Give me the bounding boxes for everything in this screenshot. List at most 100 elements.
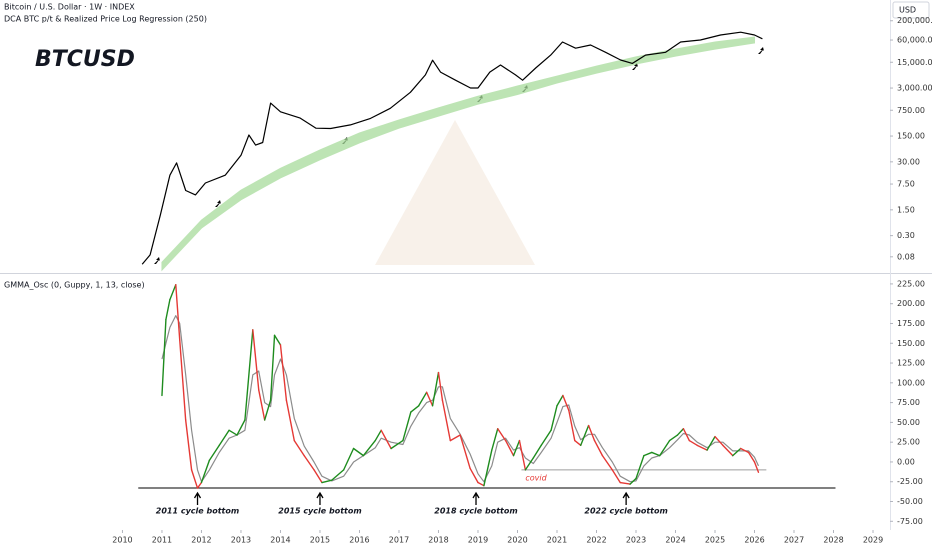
oscillator-segment <box>161 318 167 397</box>
annotation-arrow <box>472 491 480 505</box>
annotation-arrow <box>193 491 202 505</box>
oscillator-segment <box>619 481 631 485</box>
x-tick-label: 2027 <box>784 536 804 545</box>
oscillator-segment <box>643 451 653 457</box>
y-tick-label: 175.00 <box>897 319 925 328</box>
arrow-icon <box>758 47 764 54</box>
annotation: 2015 cycle bottom <box>278 507 361 516</box>
oscillator-segment <box>512 439 521 457</box>
y-tick-label: 60,000.00 <box>897 36 932 45</box>
oscillator-segment <box>497 428 507 442</box>
y-tick-label: 750.00 <box>897 106 925 115</box>
y-tick-label: -50.00 <box>897 497 923 506</box>
y-tick-label: 200.00 <box>897 299 925 308</box>
oscillator-segment <box>184 419 193 471</box>
y-tick-label: -25.00 <box>897 477 923 486</box>
oscillator-segment <box>532 444 542 459</box>
x-tick-label: 2028 <box>823 536 843 545</box>
oscillator-segment <box>477 481 485 487</box>
oscillator-segment <box>285 399 295 442</box>
x-tick-label: 2023 <box>626 536 646 545</box>
oscillator-segment <box>556 394 564 407</box>
oscillator-segment <box>574 439 582 447</box>
oscillator-segment <box>579 424 590 447</box>
oscillator-segment <box>714 435 724 447</box>
oscillator-segment <box>410 405 420 413</box>
oscillator-segment <box>593 439 604 457</box>
oscillator-segment <box>321 479 333 484</box>
oscillator-segment <box>658 439 671 457</box>
y-tick-label: 100.00 <box>897 378 925 387</box>
oscillator-segment <box>179 339 187 421</box>
oscillator-segment <box>418 391 428 407</box>
oscillator-segment <box>747 451 756 463</box>
oscillator-segment <box>228 429 238 436</box>
oscillator-segment <box>668 434 679 442</box>
oscillator-segment <box>601 454 613 471</box>
oscillator-segment <box>739 447 750 454</box>
regression-band <box>161 36 756 272</box>
oscillator-segment <box>524 457 534 471</box>
y-tick-label: 30.00 <box>897 157 920 166</box>
oscillator-segment <box>753 461 760 473</box>
oscillator-segment <box>362 439 376 457</box>
x-tick-label: 2018 <box>428 536 448 545</box>
oscillator-segment <box>562 394 570 412</box>
chart-title: Bitcoin / U.S. Dollar · 1W · INDEX <box>4 3 135 12</box>
oscillator-segment <box>196 481 203 489</box>
oscillator-segment <box>236 419 246 436</box>
oscillator-segment <box>263 399 272 421</box>
series-line <box>141 31 763 265</box>
x-tick-label: 2016 <box>349 536 369 545</box>
oscillator-segment <box>722 444 734 457</box>
x-tick-label: 2021 <box>547 536 567 545</box>
oscillator-segment <box>303 454 315 471</box>
y-tick-label: 0.00 <box>897 457 915 466</box>
arrow-icon <box>154 257 160 264</box>
y-tick-label: 150.00 <box>897 132 925 141</box>
oscillator-title: GMMA_Osc (0, Guppy, 1, 13, close) <box>4 281 145 290</box>
annotation: 2018 cycle bottom <box>434 507 517 516</box>
annotation: 2011 cycle bottom <box>156 507 239 516</box>
oscillator-segment <box>200 459 211 484</box>
y-tick-label: 50.00 <box>897 418 920 427</box>
oscillator-segment <box>629 477 637 485</box>
currency-box[interactable] <box>892 1 930 19</box>
oscillator-segment <box>706 435 716 451</box>
y-tick-label: 1.50 <box>897 205 915 214</box>
x-tick-label: 2010 <box>112 536 132 545</box>
oscillator-segment <box>441 399 452 442</box>
watermark <box>375 120 535 265</box>
oscillator-segment <box>169 284 177 301</box>
oscillator-segment <box>342 447 355 471</box>
oscillator-segment <box>587 424 596 442</box>
oscillator-segment <box>190 469 199 489</box>
x-tick-label: 2015 <box>310 536 330 545</box>
oscillator-segment <box>273 334 282 346</box>
oscillator-segment <box>252 329 260 391</box>
oscillator-segment <box>696 444 708 451</box>
oscillator-segment <box>449 434 461 442</box>
oscillator-segment <box>218 429 230 447</box>
oscillator-segment <box>313 469 323 484</box>
oscillator-segment <box>469 467 479 484</box>
oscillator-segment <box>518 439 527 471</box>
oscillator-segment <box>402 411 412 442</box>
y-tick-label: 7.50 <box>897 180 915 189</box>
x-tick-label: 2017 <box>389 536 409 545</box>
oscillator-segment <box>390 439 404 450</box>
y-tick-label: -75.00 <box>897 517 923 526</box>
symbol-label: BTCUSD <box>35 47 135 72</box>
y-tick-label: 225.00 <box>897 279 925 288</box>
oscillator-segment <box>540 429 552 447</box>
oscillator-segment <box>431 371 440 407</box>
oscillator-segment <box>676 428 685 436</box>
oscillator-segment <box>635 454 645 480</box>
annotation: 2022 cycle bottom <box>584 507 667 516</box>
oscillator-segment <box>331 469 345 481</box>
y-tick-label: 125.00 <box>897 359 925 368</box>
y-tick-label: 0.30 <box>897 231 915 240</box>
x-tick-label: 2024 <box>665 536 685 545</box>
oscillator-segment <box>682 428 691 442</box>
oscillator-segment <box>352 447 365 457</box>
